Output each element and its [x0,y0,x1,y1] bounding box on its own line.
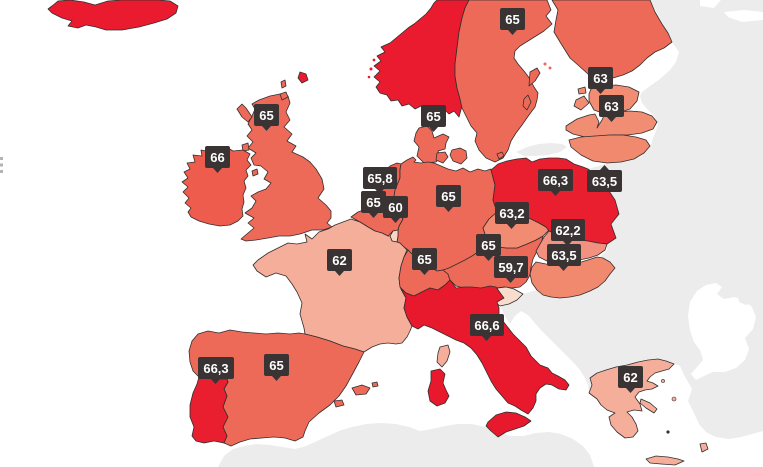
svg-text:62,2: 62,2 [555,223,580,238]
svg-text:66,3: 66,3 [543,173,568,188]
svg-text:65: 65 [269,358,283,373]
svg-text:65: 65 [426,109,440,124]
svg-text:65: 65 [259,108,273,123]
svg-text:62: 62 [623,370,637,385]
svg-text:65: 65 [417,252,431,267]
svg-text:66: 66 [210,150,224,165]
svg-text:65: 65 [505,12,519,27]
svg-text:60: 60 [388,200,402,215]
svg-text:66,3: 66,3 [203,361,228,376]
svg-text:63,5: 63,5 [551,248,576,263]
svg-text:63,2: 63,2 [499,206,524,221]
svg-text:65: 65 [481,238,495,253]
svg-text:65: 65 [441,189,455,204]
svg-text:66,6: 66,6 [474,318,499,333]
svg-text:65,8: 65,8 [367,171,392,186]
svg-text:59,7: 59,7 [498,260,523,275]
svg-text:62: 62 [332,253,346,268]
svg-text:63: 63 [604,99,618,114]
svg-text:65: 65 [366,195,380,210]
svg-text:63: 63 [593,71,607,86]
svg-text:63,5: 63,5 [592,174,617,189]
